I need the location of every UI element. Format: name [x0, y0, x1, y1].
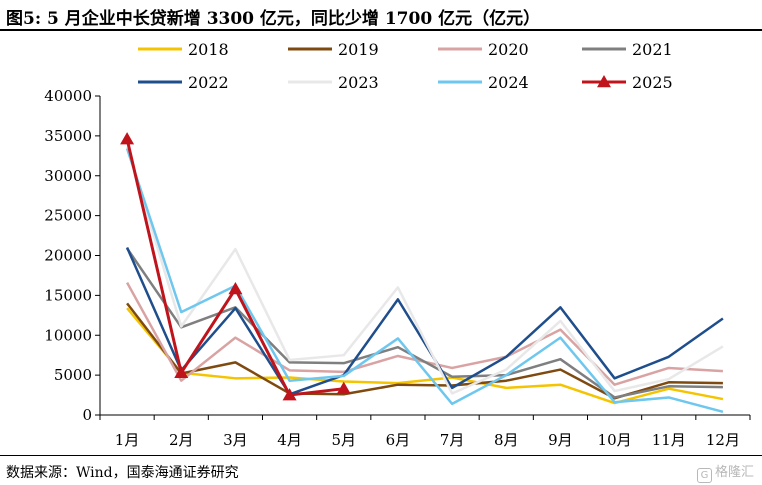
legend: 2018 2019 2020 2021 2022 2023 2024 2025	[138, 40, 673, 92]
series-line-2024	[125, 148, 724, 414]
x-tick-label: 12月	[706, 431, 740, 449]
y-tick-label: 10000	[44, 326, 92, 344]
watermark-text: 格隆汇	[714, 465, 754, 480]
x-tick-label: 5月	[331, 431, 356, 449]
data-point-2025	[336, 381, 351, 394]
legend-label-2021: 2021	[632, 40, 673, 59]
series-line-2022	[125, 247, 724, 396]
legend-label-2020: 2020	[488, 40, 529, 59]
title-rule	[0, 29, 762, 31]
series-2018	[126, 307, 724, 405]
series-2023	[125, 146, 724, 395]
x-tick-label: 4月	[277, 431, 302, 449]
x-tick-label: 2月	[169, 431, 194, 449]
x-tick-label: 9月	[548, 431, 573, 449]
legend-item-2020: 2020	[438, 40, 529, 59]
legend-label-2024: 2024	[488, 73, 529, 92]
legend-item-2021: 2021	[582, 40, 673, 59]
legend-item-2025: 2025	[582, 73, 673, 92]
x-tick-label: 1月	[115, 431, 140, 449]
series-2025	[120, 132, 351, 401]
legend-label-2022: 2022	[188, 73, 229, 92]
legend-label-2018: 2018	[188, 40, 229, 59]
series-line-2023	[125, 146, 724, 395]
legend-item-2023: 2023	[288, 73, 379, 92]
legend-item-2022: 2022	[138, 73, 229, 92]
series-2022	[125, 247, 724, 396]
legend-item-2019: 2019	[288, 40, 379, 59]
y-tick-label: 40000	[44, 87, 92, 105]
data-point-2025	[174, 365, 189, 378]
legend-item-2024: 2024	[438, 73, 529, 92]
watermark: G 格隆汇	[696, 461, 754, 483]
x-tick-label: 10月	[598, 431, 632, 449]
legend-label-2025: 2025	[632, 73, 673, 92]
series-line-2018	[126, 307, 724, 405]
x-tick-label: 8月	[494, 431, 519, 449]
data-point-2025	[120, 132, 135, 145]
y-tick-label: 0	[82, 406, 92, 424]
series-layer	[120, 132, 724, 414]
y-tick-label: 5000	[54, 366, 92, 384]
data-point-2025	[282, 388, 297, 401]
y-tick-label: 20000	[44, 247, 92, 265]
y-tick-label: 25000	[44, 207, 92, 225]
series-line-2021	[126, 247, 723, 399]
series-2024	[125, 148, 724, 414]
legend-label-2023: 2023	[338, 73, 379, 92]
x-tick-label: 7月	[440, 431, 465, 449]
series-2021	[126, 247, 723, 399]
source-note: 数据来源：Wind，国泰海通证券研究	[6, 465, 239, 481]
legend-label-2019: 2019	[338, 40, 379, 59]
legend-item-2018: 2018	[138, 40, 229, 59]
y-tick-label: 15000	[44, 286, 92, 304]
source-rule	[0, 455, 762, 456]
x-tick-label: 3月	[223, 431, 248, 449]
watermark-logo-icon: G	[696, 468, 712, 483]
legend-marker-2025	[597, 75, 611, 88]
y-tick-label: 35000	[44, 127, 92, 145]
x-axis: 1月 2月 3月 4月 5月 6月 7月 8月 9月 10月 11月 12月	[99, 414, 751, 449]
x-tick-label: 11月	[652, 431, 686, 449]
y-tick-label: 30000	[44, 167, 92, 185]
figure-title: 图5: 5 月企业中长贷新增 3300 亿元，同比少增 1700 亿元（亿元）	[6, 9, 541, 29]
series-line-2025	[125, 138, 344, 397]
data-point-2025	[228, 281, 243, 295]
x-tick-label: 6月	[386, 431, 411, 449]
y-axis: 0 5000 10000 15000 20000 25000 30000 35000 40000	[44, 87, 101, 424]
